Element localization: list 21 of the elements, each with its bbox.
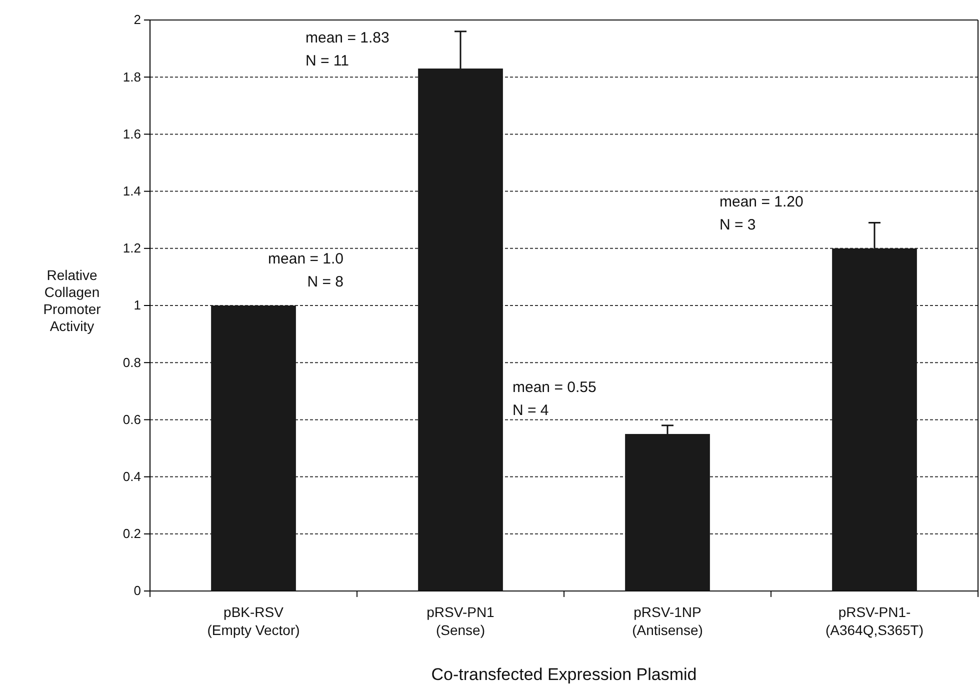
y-tick-label: 2: [134, 12, 141, 28]
annotation: mean = 1.20 N = 3: [720, 193, 804, 234]
y-tick-label: 0.8: [122, 354, 141, 370]
y-tick-label: 0: [134, 583, 141, 598]
y-tick-label: 1.4: [122, 183, 141, 198]
annotation: mean = 1.83 N = 11: [306, 30, 390, 70]
y-tick-label: 1.8: [122, 69, 141, 84]
y-axis-title: Relative Collagen Promoter Activity: [43, 267, 102, 334]
x-axis-title: Co-transfected Expression Plasmid: [431, 665, 697, 684]
annotation: mean = 1.0 N = 8: [268, 250, 344, 290]
y-tick-label: 0.2: [122, 526, 141, 542]
x-tick-label: pBK-RSV (Empty Vector): [207, 604, 300, 638]
x-tick-label: pRSV-1NP (Antisense): [632, 604, 703, 638]
y-tick-label: 1.2: [122, 240, 141, 256]
annotation: mean = 0.55 N = 4: [512, 378, 596, 419]
x-tick-label: pRSV-PN1- (A364Q,S365T): [825, 604, 924, 638]
y-tick-label: 1: [134, 298, 141, 313]
x-tick-label: pRSV-PN1 (Sense): [426, 604, 495, 638]
y-tick-label: 0.6: [122, 412, 141, 427]
y-tick-label: 0.4: [122, 468, 141, 484]
y-tick-label: 1.6: [122, 126, 141, 142]
